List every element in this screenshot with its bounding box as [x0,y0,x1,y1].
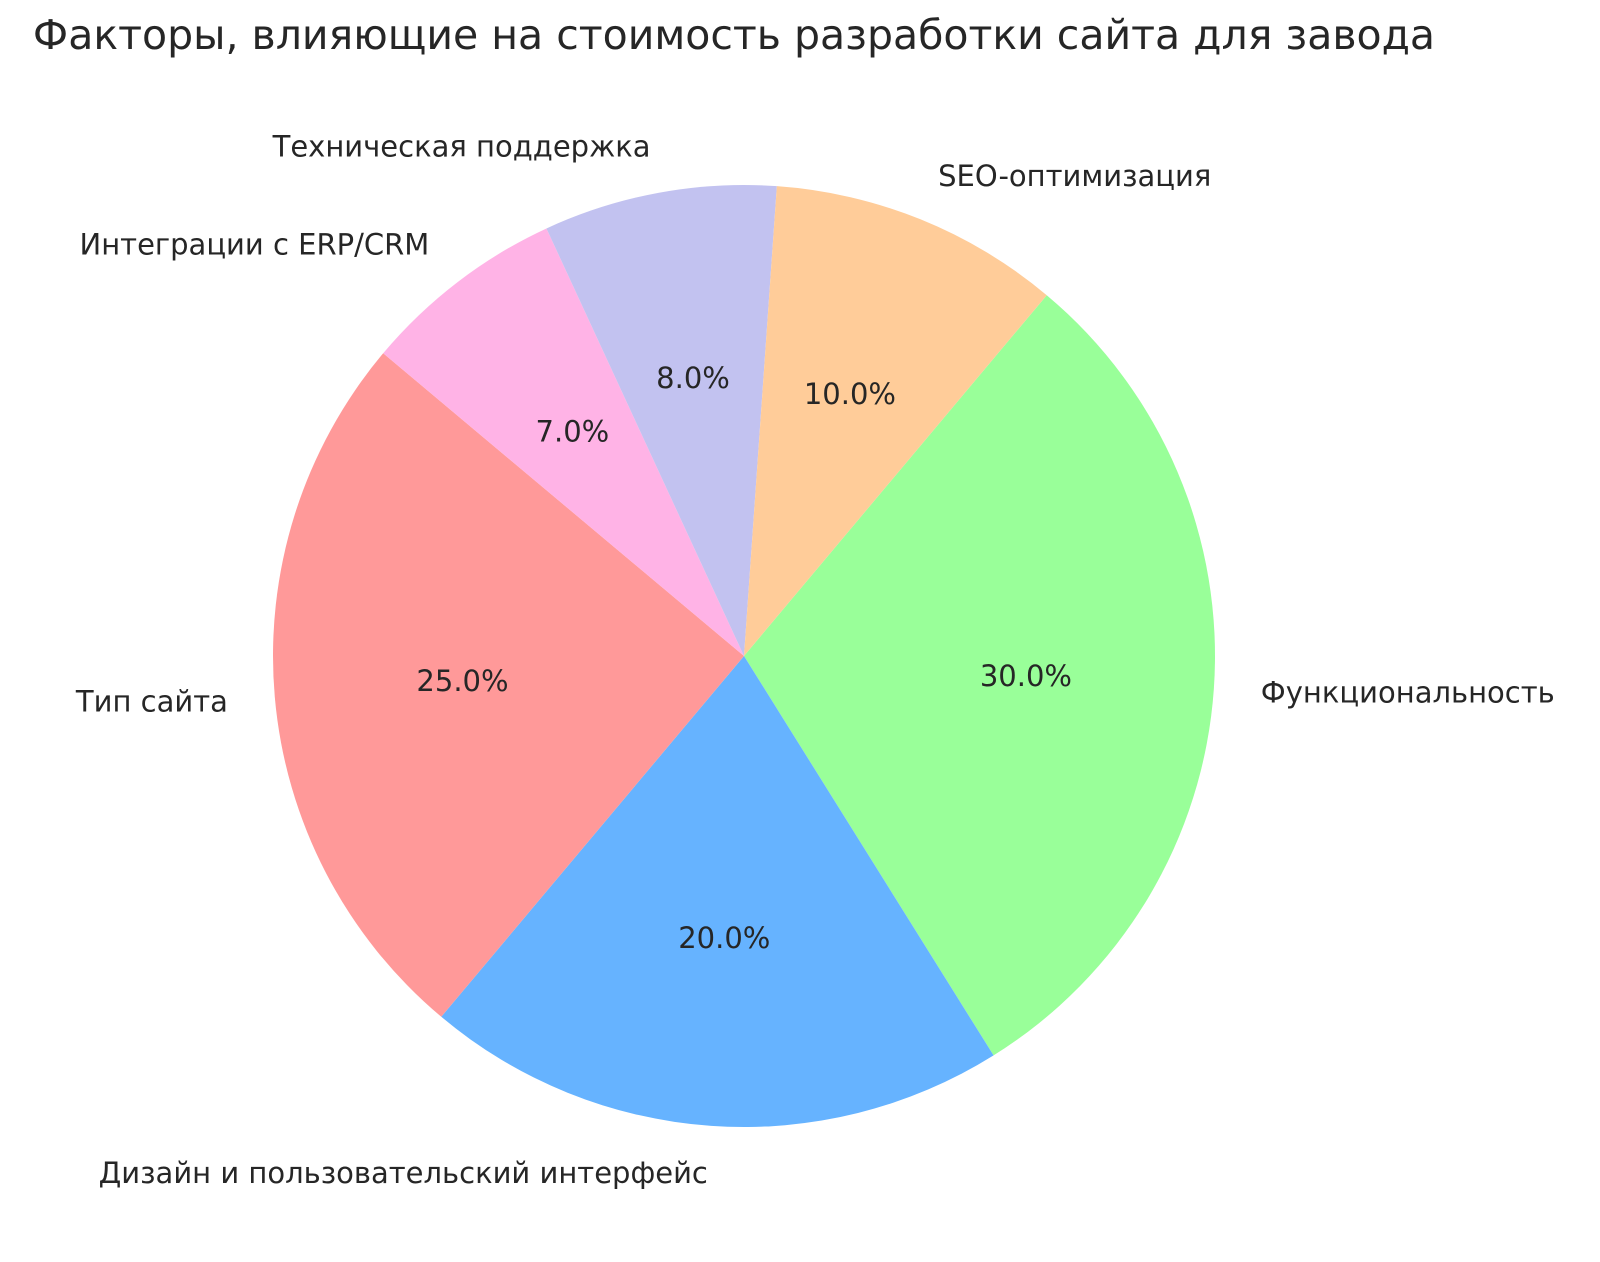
pie-slice-6 [744,186,1047,656]
pie-slice-2 [441,656,994,1127]
slice-pct-label-4: 7.0% [536,415,610,449]
slice-pct-label-6: 10.0% [804,377,896,411]
pie-labels-group: Функциональность 30.0% Дизайн и пользовате… [75,130,1555,1190]
slice-label-1: Функциональность [1261,675,1555,709]
pie-slice-3 [272,353,744,1017]
slice-pct-label-1: 30.0% [980,659,1072,693]
slice-label-2: Дизайн и пользовательский интерфейс [99,1156,708,1190]
slice-pct-label-5: 8.0% [656,361,730,395]
slice-label-6: SEO-оптимизация [938,159,1211,193]
slice-pct-label-2: 20.0% [678,921,770,955]
pie-slice-4 [383,228,744,656]
pie-slice-5 [546,185,777,657]
slice-label-5: Техническая поддержка [272,130,651,164]
slice-label-4: Интеграции с ERP/CRM [80,228,430,262]
slice-label-3: Тип сайта [75,684,228,718]
pie-slice-1 [744,295,1215,1056]
chart-title: Факторы, влияющие на стоимость разработк… [33,11,1435,59]
pie-slices-group [272,185,1215,1127]
slice-pct-label-3: 25.0% [416,664,508,698]
